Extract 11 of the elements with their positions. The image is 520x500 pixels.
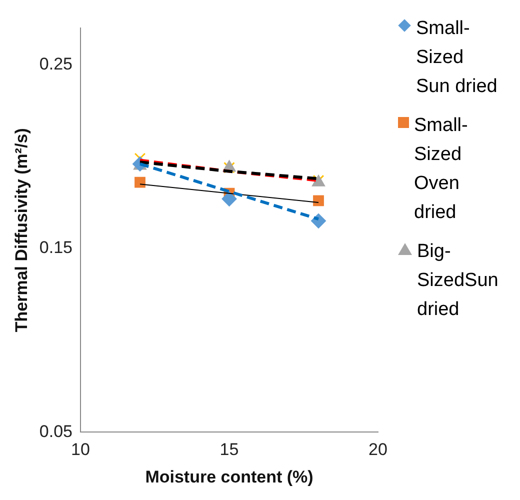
y-axis-title: Thermal Diffusivity (m²/s) — [12, 128, 31, 332]
y-tick-label: 0.15 — [39, 238, 72, 258]
legend-label: Small-Sized Oven dried — [414, 114, 469, 225]
legend-label: Big-SizedSun dried — [417, 240, 500, 322]
legend-label: Small-Sized Sun dried — [416, 17, 498, 99]
y-tick-label: 0.05 — [39, 422, 72, 441]
x-axis-title: Moisture content (%) — [145, 467, 314, 486]
x-tick-label: 20 — [368, 440, 388, 460]
x-tick-label: 10 — [71, 440, 90, 460]
x-tick-label: 15 — [220, 440, 239, 460]
y-tick-label: 0.25 — [39, 54, 72, 74]
